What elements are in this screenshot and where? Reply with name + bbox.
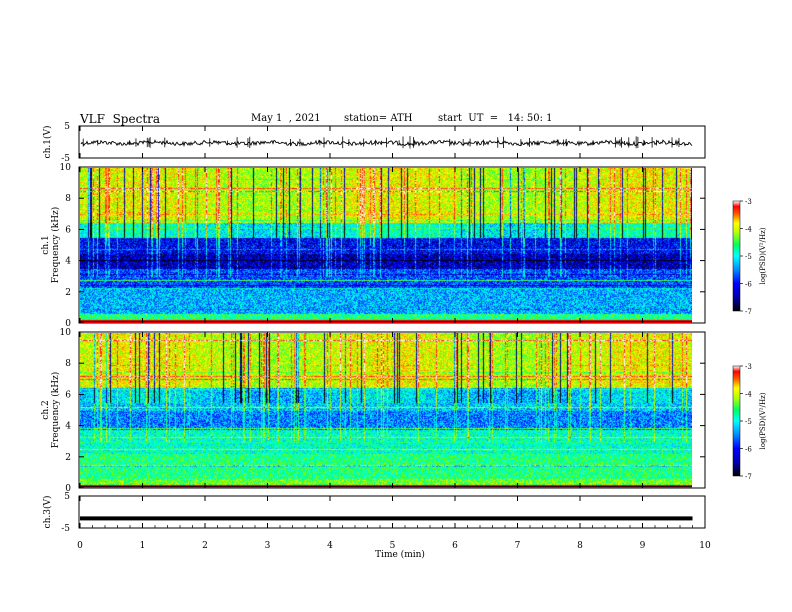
colorbar-tick-label: -5 [745, 253, 752, 261]
ch2-spectrogram-panel: 0 2 4 6 8 10 ch.2 Frequency (kHz) [41, 328, 706, 494]
x-tick-label: 5 [390, 541, 396, 551]
x-tick-label: 7 [515, 541, 521, 551]
ch1-ytick-bottom: -5 [61, 154, 70, 164]
ch2-spec-ylabel-2: Frequency (kHz) [50, 372, 61, 449]
ch1-spectrogram-image [80, 168, 692, 323]
y-tick-label: 8 [65, 194, 71, 204]
colorbar-tick-label: -3 [745, 363, 752, 371]
colorbar-tick-label: -6 [745, 281, 752, 289]
y-tick-label: 6 [65, 225, 71, 235]
ch1-wave-trace [79, 125, 705, 159]
x-tick-label: 6 [452, 541, 458, 551]
chart-title: VLF Spectra [80, 112, 161, 126]
ch2-colorbar-bar [732, 365, 741, 477]
x-tick-label: 1 [140, 541, 146, 551]
colorbar-tick-label: -4 [745, 391, 752, 399]
y-tick-label: 0 [65, 319, 71, 329]
date-label: May 1 , 2021 [251, 113, 321, 124]
y-tick-label: 0 [65, 484, 71, 494]
ch1-colorbar-label: log(PSD)(V²/Hz) [759, 227, 767, 284]
ch2-colorbar: -3 -4 -5 -6 -7 log(PSD)(V²/Hz) [732, 363, 767, 481]
ch3-ytick-bottom: -5 [61, 524, 70, 534]
colorbar-tick-label: -3 [745, 198, 752, 206]
ch3-ytick-top: 5 [64, 492, 70, 502]
y-tick-label: 4 [65, 422, 71, 432]
ch1-ytick-top: 5 [64, 122, 70, 132]
ch1-wave-ylabel: ch.1(V) [42, 126, 53, 159]
y-tick-label: 2 [65, 453, 71, 463]
colorbar-tick-label: -5 [745, 418, 752, 426]
x-tick-label: 4 [327, 541, 333, 551]
x-tick-label: 0 [77, 541, 83, 551]
ch2-spec-yticks: 0 2 4 6 8 10 [60, 328, 705, 494]
x-tick-label: 9 [640, 541, 646, 551]
ch1-colorbar-ticks: -3 -4 -5 -6 -7 [740, 198, 752, 316]
ch3-wave-ylabel: ch.3(V) [42, 496, 53, 529]
ch2-spec-ylabel-1: ch.2 [41, 400, 51, 419]
time-axis-label: Time (min) [375, 549, 425, 560]
x-tick-label: 8 [577, 541, 583, 551]
ch1-colorbar: -3 -4 -5 -6 -7 log(PSD)(V²/Hz) [732, 198, 767, 316]
colorbar-tick-label: -6 [745, 446, 752, 454]
station-label: station= ATH [344, 113, 413, 124]
ch1-spec-ylabel-1: ch.1 [41, 235, 51, 254]
y-tick-label: 6 [65, 390, 71, 400]
colorbar-tick-label: -7 [745, 473, 752, 481]
ch3-waveform-panel: 5 -5 ch.3(V) [42, 492, 706, 534]
x-tick-label: 2 [202, 541, 208, 551]
ch1-spectrogram-panel: 0 2 4 6 8 10 ch.1 Frequency (kHz) [41, 163, 706, 329]
time-axis-ticks: 0 1 2 3 4 5 6 7 8 9 10 [77, 126, 711, 551]
x-tick-label: 3 [265, 541, 271, 551]
ch1-colorbar-bar [732, 200, 741, 312]
ch2-colorbar-label: log(PSD)(V²/Hz) [759, 392, 767, 449]
colorbar-tick-label: -7 [745, 308, 752, 316]
y-tick-label: 8 [65, 359, 71, 369]
ch2-spectrogram-image [80, 333, 692, 488]
y-tick-label: 4 [65, 257, 71, 267]
colorbar-tick-label: -4 [745, 226, 752, 234]
y-tick-label: 2 [65, 288, 71, 298]
ch1-waveform-panel: 5 -5 ch.1(V) [42, 122, 706, 164]
x-tick-label: 10 [699, 541, 711, 551]
start-time-label: start UT = 14: 50: 1 [438, 113, 553, 124]
y-tick-label: 10 [60, 328, 72, 338]
ch2-colorbar-ticks: -3 -4 -5 -6 -7 [740, 363, 752, 481]
ch1-spec-ylabel-2: Frequency (kHz) [50, 207, 61, 284]
y-tick-label: 10 [60, 163, 72, 173]
ch1-spec-yticks: 0 2 4 6 8 10 [60, 163, 705, 329]
